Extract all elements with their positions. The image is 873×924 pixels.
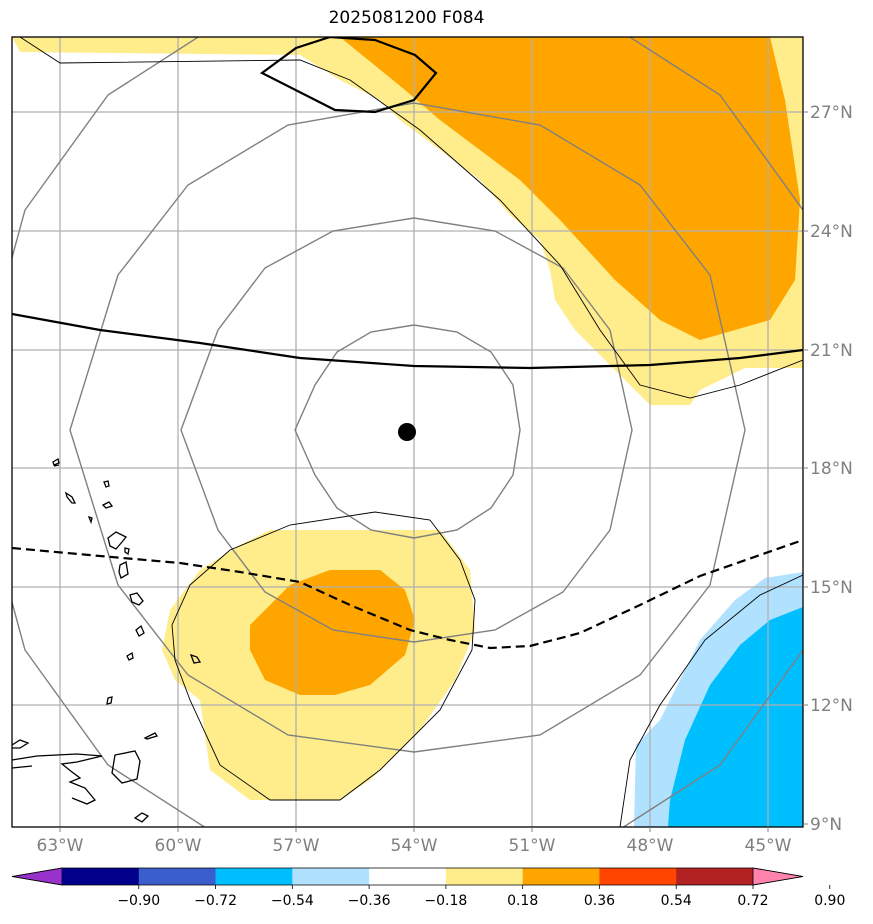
colorbar-outline <box>11 867 804 886</box>
island-6 <box>107 531 128 550</box>
colorbar-tick-label: 0.18 <box>507 893 538 909</box>
colorbar-extend-low <box>11 867 63 886</box>
colorbar-tick-label: −0.36 <box>348 893 391 909</box>
contour-thick-closed <box>259 37 438 114</box>
colorbar-tick-label: −0.54 <box>271 893 314 909</box>
colorbar: −0.90 −0.72 −0.54 −0.36 −0.18 0.18 0.36 0.54 0.7… <box>11 867 845 909</box>
island-8 <box>118 561 129 579</box>
map-plot-area <box>12 37 803 827</box>
colorbar-tick-label: −0.72 <box>194 893 237 909</box>
colorbar-tick-label: 0.54 <box>661 893 692 909</box>
colorbar-segment <box>62 868 140 885</box>
colorbar-segment <box>599 868 677 885</box>
anomaly-fill-blue <box>668 607 803 827</box>
contour-thin-south <box>171 511 476 801</box>
colorbar-segment <box>369 868 447 885</box>
island-13 <box>106 696 113 705</box>
island-10 <box>135 624 145 637</box>
lon-label-60w: 60°W <box>155 836 202 856</box>
island-1 <box>52 457 60 467</box>
distance-rings <box>12 37 803 827</box>
colorbar-tick-label: 0.90 <box>814 893 845 909</box>
colorbar-segment <box>215 868 293 885</box>
lat-label-24n: 24°N <box>810 222 853 242</box>
graticule <box>12 37 803 827</box>
colorbar-tick-label: 0.72 <box>737 893 768 909</box>
lon-label-45w: 45°W <box>745 836 792 856</box>
colorbar-segment <box>138 868 217 885</box>
lat-label-15n: 15°N <box>810 578 853 598</box>
lon-label-48w: 48°W <box>627 836 674 856</box>
distance-ring-3 <box>69 102 746 753</box>
contour-thin-north <box>19 37 803 399</box>
colorbar-tick-label: 0.36 <box>584 893 615 909</box>
colorbar-segment <box>445 868 524 885</box>
colorbar-ticks: −0.90 −0.72 −0.54 −0.36 −0.18 0.18 0.36 0.54 0.7… <box>117 885 845 909</box>
colorbar-segment <box>676 868 754 885</box>
contour-thin-southeast <box>619 574 803 827</box>
lon-label-54w: 54°W <box>391 836 438 856</box>
lon-label-63w: 63°W <box>37 836 84 856</box>
island-15 <box>133 812 150 823</box>
colorbar-segment <box>522 868 600 885</box>
contour-thick-line <box>12 312 803 370</box>
distance-ring-4 <box>12 37 803 827</box>
mainland-coast <box>12 739 141 805</box>
island-12 <box>189 653 202 664</box>
island-9 <box>129 592 144 606</box>
colorbar-segments <box>11 867 804 886</box>
contour-dashed-line <box>12 538 803 650</box>
lat-label-21n: 21°N <box>810 341 853 361</box>
lon-label-57w: 57°W <box>273 836 320 856</box>
island-2 <box>64 491 77 504</box>
island-14 <box>143 732 159 740</box>
colorbar-tick-label: −0.18 <box>424 893 467 909</box>
storm-center-marker <box>398 423 416 441</box>
coastlines <box>12 457 202 823</box>
lat-label-27n: 27°N <box>810 103 853 123</box>
lat-label-18n: 18°N <box>810 459 853 479</box>
anomaly-fill-orange-south <box>250 570 415 695</box>
island-7 <box>124 547 130 556</box>
lat-label-9n: 9°N <box>810 815 842 835</box>
anomaly-fill-orange-north <box>340 37 800 340</box>
lon-label-51w: 51°W <box>509 836 556 856</box>
island-4 <box>101 501 114 509</box>
distance-ring-2 <box>180 217 633 643</box>
distance-ring-1 <box>294 324 521 539</box>
axis-ticks <box>59 111 808 832</box>
lat-label-12n: 12°N <box>810 696 853 716</box>
island-5 <box>87 515 93 525</box>
colorbar-tick-label: −0.90 <box>117 893 160 909</box>
colorbar-segment <box>292 868 370 885</box>
island-3 <box>103 480 110 488</box>
colorbar-extend-high <box>752 867 804 886</box>
map-title: 2025081200 F084 <box>328 8 485 28</box>
map-frame <box>11 36 804 828</box>
island-11 <box>126 651 134 661</box>
